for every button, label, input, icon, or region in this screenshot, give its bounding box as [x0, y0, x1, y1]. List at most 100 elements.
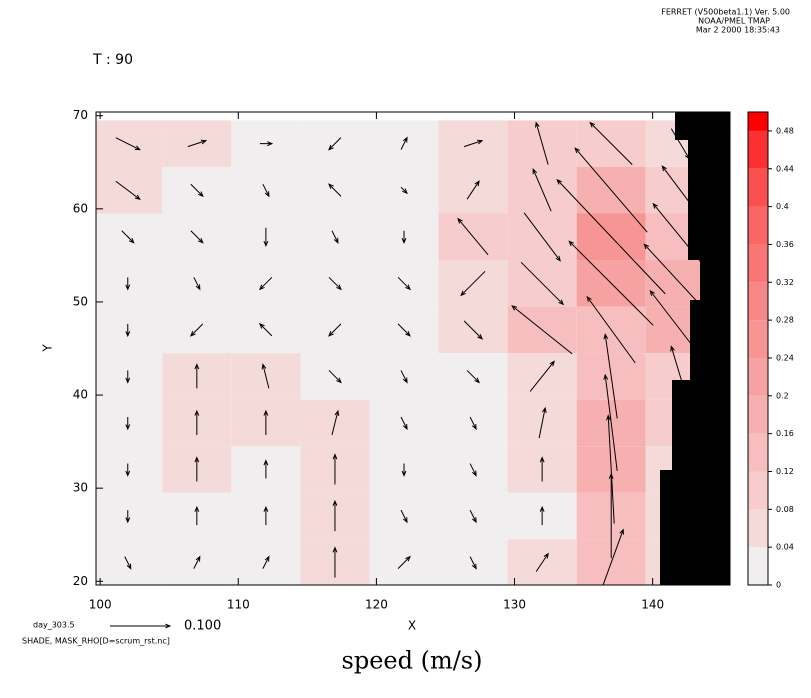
speed-cell — [96, 353, 163, 400]
vector-arrow — [466, 180, 480, 200]
colorbar-tick-label: 0.4 — [776, 202, 789, 211]
vector-arrow — [263, 409, 269, 435]
vector-arrow — [125, 277, 131, 291]
vector-arrow — [469, 556, 477, 570]
colorbar-tick-label: 0.36 — [776, 240, 794, 249]
vector-arrow — [263, 227, 269, 248]
speed-cell — [96, 492, 163, 540]
vector-arrow — [535, 552, 549, 572]
vector-arrow — [400, 186, 408, 195]
vector-arrow — [125, 510, 131, 524]
vector-arrow — [397, 276, 411, 291]
y-tick-label: 50 — [73, 294, 88, 308]
vector-arrow — [262, 183, 270, 198]
vector-arrow — [460, 270, 486, 297]
colorbar-band — [748, 244, 768, 283]
vector-arrow — [539, 456, 545, 482]
y-tick-label: 20 — [73, 574, 88, 588]
vector-arrow — [189, 323, 204, 337]
y-tick-label: 60 — [73, 201, 88, 215]
vector-arrow — [332, 453, 338, 485]
vector-arrow — [603, 333, 618, 419]
vector-arrow — [124, 556, 132, 570]
colorbar-frame — [747, 111, 769, 586]
x-tick-label: 110 — [227, 598, 250, 612]
vector-arrow — [187, 139, 208, 148]
colorbar: 0 0.04 0.08 0.12 0.16 0.2 0.24 0.28 0.32 0.36 0.4 0… — [747, 111, 794, 590]
vector-arrow — [603, 373, 618, 472]
vector-arrow — [397, 323, 411, 337]
speed-cell — [96, 399, 163, 447]
y-tick-label: 30 — [73, 481, 88, 495]
colorbar-tick-label: 0.16 — [776, 429, 794, 438]
x-axis-label: X — [408, 619, 416, 633]
vector-arrow — [397, 555, 411, 570]
speed-cell — [96, 306, 163, 354]
speed-cell — [96, 260, 163, 307]
header-line: NOAA/PMEL TMAP — [698, 17, 770, 26]
vector-arrow — [121, 230, 135, 244]
vector-arrow — [608, 472, 614, 559]
vector-arrow — [125, 370, 131, 384]
colorbar-tick-label: 0.28 — [776, 316, 794, 325]
vector-arrow — [401, 230, 407, 245]
vector-arrow — [463, 320, 483, 340]
vector-arrow — [332, 499, 338, 532]
subtitle: T : 90 — [92, 52, 133, 68]
vector-arrow — [538, 406, 547, 439]
vector-arrow — [262, 555, 270, 569]
axes: 100 110 120 130 140 20 30 40 50 60 70 — [73, 108, 730, 612]
vector-arrow — [259, 141, 274, 147]
vector-arrow — [263, 459, 269, 479]
vector-arrow — [328, 370, 342, 384]
footnote: SHADE, MASK_RHO[D=scrum_rst.nc] — [22, 637, 170, 646]
colorbar-band — [748, 130, 768, 169]
speed-cell — [96, 120, 163, 167]
vector-arrow — [511, 305, 573, 355]
colorbar-band — [748, 168, 768, 207]
colorbar-tick-label: 0 — [776, 581, 781, 590]
colorbar-band — [748, 320, 768, 358]
vector-arrow — [469, 509, 477, 524]
vector-arrow — [400, 136, 408, 150]
vector-arrow — [258, 322, 273, 337]
colorbar-tick-label: 0.12 — [776, 467, 794, 476]
vector-arrow — [457, 217, 489, 256]
colorbar-tick-label: 0.08 — [776, 505, 794, 514]
vector-arrow — [194, 409, 200, 435]
vector-arrow — [401, 463, 407, 477]
y-tick-label: 70 — [73, 108, 88, 122]
x-tick-label: 130 — [503, 598, 526, 612]
colorbar-tick-label: 0.2 — [776, 391, 789, 400]
land-mask — [660, 112, 730, 585]
vector-arrow — [606, 414, 615, 524]
header-line: FERRET (V500beta1.1) Ver. 5.00 — [661, 8, 790, 17]
vector-arrow — [535, 121, 549, 165]
vector-arrow — [589, 121, 633, 166]
x-tick-label: 140 — [641, 598, 664, 612]
colorbar-band — [748, 471, 768, 510]
vector-arrow — [125, 323, 131, 338]
vector-arrow — [263, 505, 269, 526]
vector-arrow — [328, 276, 342, 291]
vector-arrow — [328, 183, 342, 197]
vector-arrow — [115, 180, 141, 200]
vector-arrow — [529, 360, 555, 392]
colorbar-band — [748, 395, 768, 434]
vector-arrow — [328, 323, 342, 337]
x-tick-label: 100 — [89, 598, 112, 612]
vector-arrow — [523, 212, 561, 262]
vector-arrow — [400, 370, 408, 384]
vector-arrow — [463, 139, 484, 148]
vector-arrow — [332, 546, 338, 578]
vector-arrow — [125, 416, 131, 431]
vector-arrow — [469, 416, 477, 431]
vector-arrow — [586, 295, 636, 364]
vector-arrow — [190, 183, 204, 198]
vector-arrow — [331, 230, 339, 244]
x-tick-label: 120 — [365, 598, 388, 612]
vector-arrow — [258, 276, 273, 291]
colorbar-band — [748, 433, 768, 472]
vector-arrow — [539, 505, 545, 526]
